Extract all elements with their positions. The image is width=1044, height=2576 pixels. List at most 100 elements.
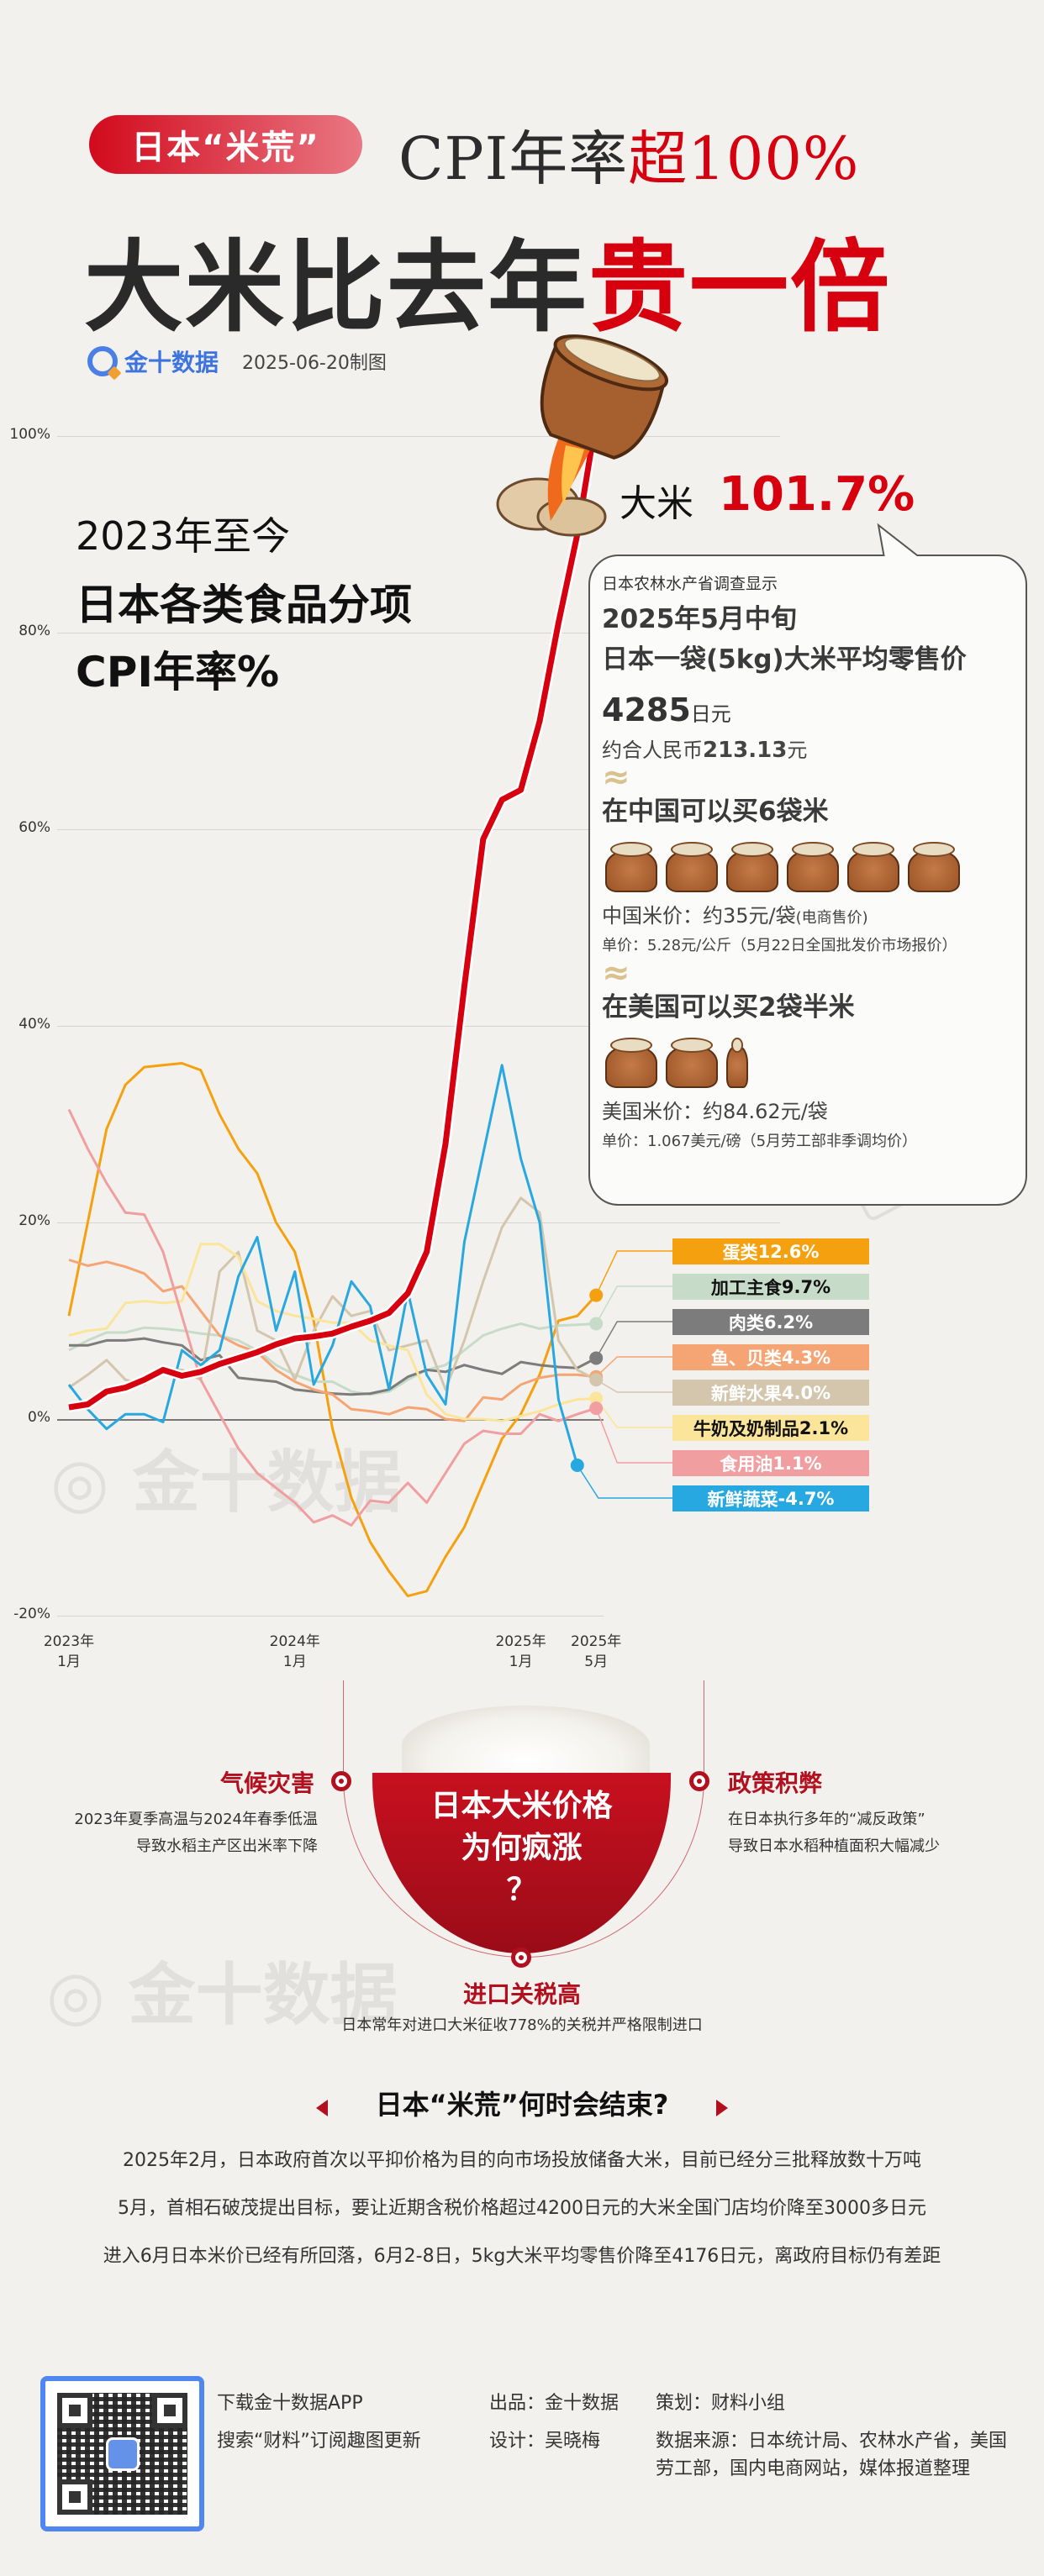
headline-cpi: CPI年率超100% bbox=[398, 112, 859, 197]
bubble-subject: 日本一袋(5kg)大米平均零售价 bbox=[602, 644, 967, 675]
bubble-price: 4285日元 bbox=[602, 691, 1014, 728]
brand-logo-icon bbox=[87, 346, 118, 376]
legend-value: 9.7% bbox=[781, 1276, 831, 1297]
reason-climate-line1: 2023年夏季高温与2024年春季低温 bbox=[74, 1811, 318, 1828]
chart-title-period: 2023年至今 bbox=[76, 513, 291, 559]
rice-sack-icon bbox=[662, 837, 721, 892]
line-chart bbox=[67, 418, 672, 1598]
rice-sack-icon bbox=[602, 1033, 661, 1088]
footer-search: 搜索“财料”订阅趣图更新 bbox=[217, 2431, 421, 2452]
series-end-dot bbox=[589, 1391, 604, 1406]
x-tick-label: 2025年 1月 bbox=[495, 1633, 546, 1670]
approx-icon: ≈ bbox=[602, 954, 630, 992]
reason-climate-text: 2023年夏季高温与2024年春季低温 导致水稻主产区出米率下降 bbox=[74, 1806, 318, 1860]
rice-sack-icon bbox=[662, 1033, 721, 1088]
grid-line bbox=[57, 1222, 780, 1223]
why-line2: 为何疯涨 bbox=[461, 1831, 583, 1865]
rice-sack-icon bbox=[844, 837, 903, 892]
right-triangle-icon bbox=[716, 2100, 728, 2116]
y-tick-label: 40% bbox=[18, 1016, 50, 1033]
series-line bbox=[67, 1108, 597, 1527]
rice-sack-icon bbox=[723, 837, 782, 892]
app-logo-icon bbox=[105, 2437, 140, 2471]
bubble-rmb: 约合人民币213.13元 bbox=[602, 733, 1014, 763]
us-price: 美国米价：约84.62元/袋 bbox=[602, 1100, 828, 1123]
watermark: ◎ 金十数据 bbox=[46, 1941, 398, 2038]
why-line1: 日本大米价格 bbox=[430, 1789, 613, 1823]
us-unit-price: 单价：1.067美元/磅（5月劳工部非季调均价） bbox=[602, 1133, 918, 1150]
us-sacks bbox=[602, 1033, 1014, 1088]
grid-line bbox=[57, 436, 780, 437]
rmb-value: 213.13 bbox=[703, 738, 788, 763]
x-tick-label: 2023年 1月 bbox=[43, 1633, 95, 1670]
series-end-dot bbox=[570, 1458, 584, 1472]
series-line bbox=[68, 1322, 597, 1396]
rmb-unit: 元 bbox=[787, 739, 808, 762]
chart-title-metric: CPI年率% bbox=[76, 648, 280, 697]
why-line3: ？ bbox=[506, 1873, 537, 1907]
footer-sources-2: 劳工部，国内电商网站，媒体报道整理 bbox=[656, 2458, 971, 2479]
series-line bbox=[68, 418, 599, 1411]
legend-tag: 牛奶及奶制品 2.1% bbox=[672, 1415, 869, 1441]
series-end-dot bbox=[589, 1373, 604, 1387]
series-line bbox=[68, 1196, 597, 1391]
qr-pattern bbox=[57, 2393, 187, 2515]
reason-policy-text: 在日本执行多年的“减反政策” 导致日本水稻种植面积大幅减少 bbox=[728, 1806, 940, 1860]
price-jpy-unit: 日元 bbox=[690, 702, 731, 726]
reason-dot-icon bbox=[689, 1771, 709, 1791]
x-tick-label: 2025年 5月 bbox=[571, 1633, 622, 1670]
legend-tag: 新鲜水果 4.0% bbox=[672, 1380, 869, 1406]
legend-name: 新鲜水果 bbox=[710, 1383, 782, 1404]
rice-callout-value: 101.7% bbox=[719, 467, 915, 522]
series-line bbox=[67, 1062, 598, 1598]
us-heading: 在美国可以买2袋半米 bbox=[602, 992, 855, 1023]
china-price: 中国米价：约35元/袋(电商售价) bbox=[602, 899, 1014, 928]
topic-tag: 日本“米荒” bbox=[89, 115, 362, 174]
bubble-period: 2025年5月中旬 bbox=[602, 604, 797, 634]
price-jpy-value: 4285 bbox=[602, 691, 691, 728]
legend-name: 肉类 bbox=[728, 1312, 764, 1333]
bubble-source: 日本农林水产省调查显示 bbox=[602, 575, 778, 593]
rice-sack-icon bbox=[602, 837, 661, 892]
series-line bbox=[68, 1243, 597, 1422]
legend-name: 牛奶及奶制品 bbox=[693, 1418, 799, 1439]
series-line bbox=[68, 1259, 597, 1422]
legend-value: 6.2% bbox=[763, 1312, 814, 1333]
legend-name: 加工主食 bbox=[710, 1277, 782, 1298]
rmb-prefix: 约合人民币 bbox=[602, 739, 703, 762]
qr-code[interactable] bbox=[40, 2376, 204, 2531]
y-tick-label: 60% bbox=[18, 819, 50, 836]
footer-producer: 出品：金十数据 bbox=[489, 2393, 620, 2414]
legend-tag: 食用油 1.1% bbox=[672, 1450, 869, 1476]
end-paragraph: 进入6月日本米价已经有所回落，6月2-8日，5kg大米平均零售价降至4176日元… bbox=[103, 2246, 941, 2267]
qr-corner-icon bbox=[57, 2393, 92, 2428]
y-tick-label: 20% bbox=[18, 1212, 50, 1229]
legend-tag: 鱼、贝类 4.3% bbox=[672, 1344, 869, 1370]
series-end-dot bbox=[589, 1351, 604, 1365]
reason-policy-title: 政策积弊 bbox=[728, 1769, 823, 1797]
china-heading: 在中国可以买6袋米 bbox=[602, 796, 829, 827]
y-tick-label: 80% bbox=[18, 623, 50, 639]
brand-name: 金十数据 bbox=[124, 349, 219, 376]
footer-sources-1: 数据来源：日本统计局、农林水产省，美国 bbox=[656, 2431, 1008, 2452]
legend-value: 4.0% bbox=[781, 1382, 831, 1403]
end-paragraph: 2025年2月，日本政府首次以平抑价格为目的向市场投放储备大米，目前已经分三批释… bbox=[123, 2150, 921, 2171]
legend-tag: 新鲜蔬菜 -4.7% bbox=[672, 1485, 869, 1511]
headline-main: 大米比去年贵一倍 bbox=[84, 207, 891, 350]
footer-download: 下载金十数据APP bbox=[217, 2393, 363, 2414]
watermark-text: 金十数据 bbox=[128, 1956, 398, 2034]
reason-policy-line2: 导致日本水稻种植面积大幅减少 bbox=[728, 1837, 940, 1855]
legend-name: 蛋类 bbox=[722, 1242, 758, 1263]
rice-sack-icon bbox=[904, 837, 963, 892]
headline-main-highlight: 贵一倍 bbox=[588, 229, 892, 345]
rice-heap-icon bbox=[402, 1706, 650, 1785]
reason-dot-icon bbox=[331, 1771, 351, 1791]
china-price-text: 中国米价：约35元/袋 bbox=[602, 904, 796, 928]
china-sacks bbox=[602, 837, 1014, 892]
chart-title-main: 日本各类食品分项 bbox=[76, 581, 412, 629]
series-end-dot bbox=[589, 1288, 604, 1302]
legend-value: 12.6% bbox=[757, 1241, 820, 1262]
watermark-logo-icon: ◎ bbox=[46, 1956, 105, 2034]
footer-designer: 设计：吴晓梅 bbox=[489, 2431, 601, 2452]
rice-sack-icon bbox=[723, 1033, 751, 1088]
